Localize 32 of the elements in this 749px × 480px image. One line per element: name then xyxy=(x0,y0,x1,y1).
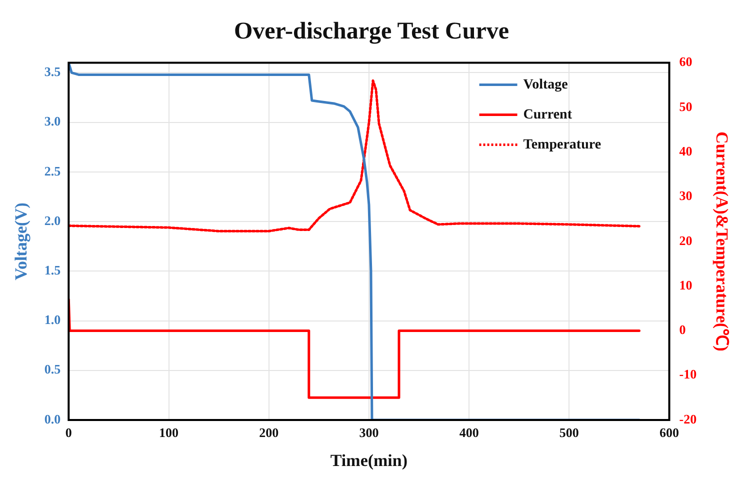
x-tick-label: 500 xyxy=(559,425,579,440)
y2-tick-label: 30 xyxy=(679,188,692,204)
y-tick-label: 0.0 xyxy=(44,411,61,426)
x-tick-label: 400 xyxy=(459,425,479,440)
chart-title: Over-discharge Test Curve xyxy=(234,18,510,45)
y2-tick-label: -20 xyxy=(679,411,697,426)
legend-label: Temperature xyxy=(523,137,602,152)
y2-tick-label: 50 xyxy=(679,98,692,114)
x-tick-label: 200 xyxy=(259,425,279,440)
y2-tick-label: -10 xyxy=(679,366,697,382)
y-axis-title: Voltage(V) xyxy=(12,202,31,280)
x-tick-label: 100 xyxy=(159,425,179,440)
y-tick-label: 2.5 xyxy=(44,163,62,178)
y2-tick-label: 20 xyxy=(679,232,692,248)
x-axis-title: Time(min) xyxy=(330,451,408,470)
y2-tick-label: 60 xyxy=(679,54,692,70)
y2-tick-label: 10 xyxy=(679,277,692,292)
y2-axis-title: Current(A)&Temperature(℃) xyxy=(712,132,732,352)
x-tick-label: 0 xyxy=(65,425,72,440)
y-tick-label: 1.5 xyxy=(44,262,62,278)
y-tick-label: 0.5 xyxy=(44,362,62,377)
y-tick-label: 2.0 xyxy=(44,212,61,228)
x-tick-label: 300 xyxy=(359,425,379,440)
x-tick-label: 600 xyxy=(660,425,680,440)
y-tick-label: 3.0 xyxy=(44,114,61,129)
y-tick-label: 3.5 xyxy=(44,64,62,80)
legend-label: Current xyxy=(523,107,572,122)
y-tick-label: 1.0 xyxy=(44,312,61,328)
y2-tick-label: 40 xyxy=(679,143,692,158)
legend-label: Voltage xyxy=(523,77,568,92)
y2-tick-label: 0 xyxy=(679,322,686,338)
line-series xyxy=(68,79,640,232)
